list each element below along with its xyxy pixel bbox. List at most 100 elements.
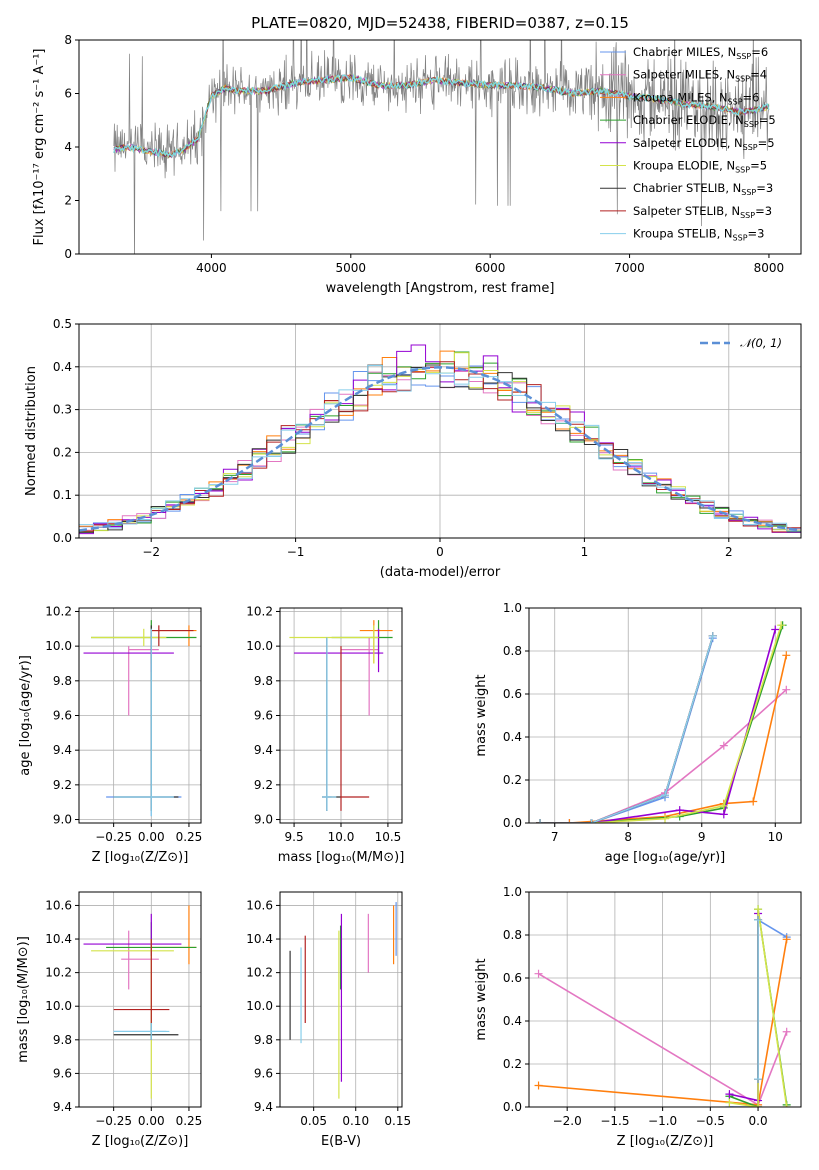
x-tick-label: 6000 (475, 261, 506, 275)
panel-z_vs_mass: −0.25 0.00 0.25 9.4 9.6 9.8 10.0 10.2 10.4 10.6 Z … (16, 891, 203, 1149)
legend-label: Kroupa STELIB, NSSP=3 (633, 227, 764, 243)
panel-mass_vs_age: 9.5 10.0 10.5 9.0 9.2 9.4 9.6 9.8 10.0 10.2 mass [… (246, 604, 404, 865)
weight-marker (587, 819, 596, 823)
y-tick-label: 9.4 (254, 743, 273, 757)
x-tick-label: 5000 (336, 261, 367, 275)
y-axis-label: Flux [fλ10⁻¹⁷ erg cm⁻² s⁻¹ A⁻¹] (32, 49, 47, 246)
y-tick-label: 9.6 (53, 1066, 72, 1080)
y-tick-label: 9.4 (53, 743, 72, 757)
weight-line (540, 635, 714, 823)
weight-marker (675, 806, 684, 815)
x-axis-label: mass [log₁₀(M/M⊙)] (278, 850, 405, 865)
legend-nssp: =6 (743, 90, 760, 104)
y-tick-label: 0.2 (53, 445, 72, 459)
legend-subscript: SSP (735, 75, 750, 84)
y-tick-label: 8 (64, 33, 72, 47)
y-axis-label: mass weight (474, 674, 489, 756)
weight-marker (661, 791, 669, 800)
legend-label: Kroupa MILES, NSSP=6 (633, 90, 759, 106)
weight-marker (725, 1090, 734, 1099)
plot-area (79, 344, 801, 538)
y-tick-label: 0.6 (503, 971, 522, 985)
y-tick-label: 10.0 (45, 639, 72, 653)
x-tick-label: −1.0 (648, 1114, 677, 1128)
weight-marker (719, 741, 728, 750)
x-tick-label: 8000 (754, 261, 785, 275)
legend-subscript: SSP (744, 120, 759, 129)
y-tick-label: 0.8 (503, 928, 522, 942)
x-tick-label: 10 (768, 830, 783, 844)
x-tick-label: 0.15 (384, 1114, 411, 1128)
x-tick-label: 0.05 (300, 1114, 327, 1128)
x-tick-label: −0.25 (95, 830, 132, 844)
y-tick-label: 6 (64, 87, 72, 101)
weight-line (729, 913, 759, 1102)
x-tick-label: −1 (287, 545, 305, 559)
legend-subscript: SSP (735, 166, 750, 175)
y-axis-label: Normed distribution (24, 366, 39, 496)
x-tick-label: 10.5 (375, 830, 402, 844)
weight-marker (534, 1081, 543, 1090)
x-tick-label: 0.25 (176, 1114, 203, 1128)
x-tick-label: 7 (551, 830, 559, 844)
y-tick-label: 9.6 (254, 1066, 273, 1080)
legend-subscript: SSP (741, 188, 756, 197)
y-tick-label: 9.8 (254, 1033, 273, 1047)
y-tick-label: 10.2 (45, 604, 72, 618)
weight-marker (719, 810, 728, 819)
y-tick-label: 0.4 (53, 360, 72, 374)
weight-marker (782, 685, 791, 694)
legend-label: Kroupa ELODIE, NSSP=5 (633, 159, 767, 175)
weight-marker (708, 631, 717, 640)
y-tick-label: 0.8 (503, 644, 522, 658)
y-tick-label: 0.2 (503, 1057, 522, 1071)
legend-subscript: SSP (733, 234, 748, 243)
y-tick-label: 10.0 (246, 999, 273, 1013)
plot-area (113, 40, 770, 254)
legend-subscript: SSP (736, 52, 751, 61)
x-tick-label: −0.25 (95, 1114, 132, 1128)
weight-marker (754, 905, 763, 914)
plot-area (289, 620, 393, 811)
spectrum-legend: Chabrier MILES, NSSP=6 Salpeter MILES, NS… (600, 45, 776, 243)
y-tick-label: 9.6 (254, 709, 273, 723)
legend-label: 𝒩(0, 1) (740, 336, 782, 350)
legend-subscript: SSP (728, 97, 743, 106)
x-tick-label: 10.0 (328, 830, 355, 844)
x-tick-label: 2 (725, 545, 733, 559)
weight-marker (782, 1027, 791, 1036)
weight-line (540, 689, 787, 823)
y-tick-label: 0.6 (503, 687, 522, 701)
legend-label: Chabrier ELODIE, NSSP=5 (633, 113, 776, 129)
y-tick-label: 0.2 (503, 773, 522, 787)
weight-marker (777, 621, 786, 630)
y-tick-label: 9.4 (53, 1100, 72, 1114)
weight-marker (565, 819, 574, 823)
weight-marker (536, 819, 545, 823)
weight-marker (782, 1103, 791, 1107)
y-tick-label: 0.1 (53, 488, 72, 502)
x-tick-label: 7000 (614, 261, 645, 275)
y-tick-label: 1.0 (503, 601, 522, 615)
panel-z_vs_weight: −2.0 −1.5 −1.0 −0.5 0.0 0.0 0.2 0.4 0.6 0.8 1.0 Z [… (474, 885, 802, 1149)
y-tick-label: 9.2 (254, 778, 273, 792)
x-tick-label: 8 (624, 830, 632, 844)
y-tick-label: 0.4 (503, 730, 522, 744)
legend-label: Salpeter MILES, NSSP=4 (633, 68, 767, 84)
legend-nssp: =5 (758, 136, 775, 150)
plot-area (289, 902, 397, 1099)
y-tick-label: 10.6 (45, 898, 72, 912)
y-tick-label: 0 (64, 247, 72, 261)
weight-marker (725, 1098, 734, 1107)
normal-reference-curve (79, 366, 801, 532)
legend-label: Chabrier STELIB, NSSP=3 (633, 181, 773, 197)
panel-z_vs_age: −0.25 0.00 0.25 9.0 9.2 9.4 9.6 9.8 10.0 10.2 Z [l… (18, 604, 202, 865)
x-tick-label: 0 (436, 545, 444, 559)
y-tick-label: 9.0 (254, 813, 273, 827)
weight-marker (782, 935, 791, 944)
histogram-step (79, 365, 801, 538)
figure-title: PLATE=0820, MJD=52438, FIBERID=0387, z=0… (251, 14, 629, 32)
y-axis-label: age [log₁₀(age/yr)] (18, 655, 33, 776)
axes-frame (528, 607, 802, 824)
